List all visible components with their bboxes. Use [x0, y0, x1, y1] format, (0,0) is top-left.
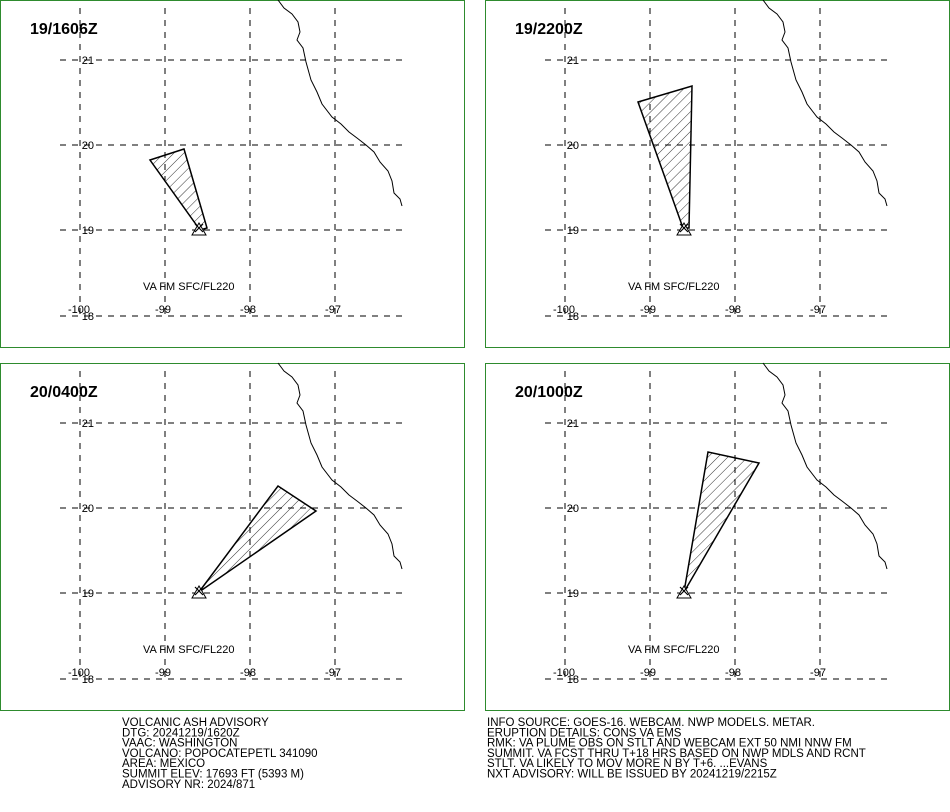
lon-label: -98 — [240, 667, 256, 679]
ash-plume — [683, 451, 761, 593]
valid-time: 20/0400Z — [30, 384, 98, 401]
lat-label: 20 — [82, 140, 94, 152]
coastline — [762, 362, 888, 570]
map-panel: 19/1606Z 21 20 19 18-100 -99 -98 -97 VA FM SFC/F… — [0, 0, 465, 348]
lon-label: -98 — [725, 304, 741, 316]
lon-label: -99 — [155, 667, 171, 679]
lon-label: -98 — [240, 304, 256, 316]
advisory-line: RMK: VA PLUME OBS ON STLT AND WEBCAM EXT… — [487, 738, 852, 750]
volcano-mark — [194, 586, 204, 596]
lat-label: 21 — [567, 418, 579, 430]
lat-label: 18 — [567, 311, 579, 323]
advisory-line: SUMMIT ELEV: 17693 FT (5393 M) — [122, 769, 304, 781]
lon-label: -97 — [810, 667, 826, 679]
coastline — [762, 0, 888, 207]
panel-border — [0, 363, 465, 711]
advisory-line: VAAC: WASHINGTON — [122, 738, 237, 750]
advisory-line: NXT ADVISORY: WILL BE ISSUED BY 20241219… — [487, 769, 777, 781]
valid-time: 19/1606Z — [30, 21, 98, 38]
lat-label: 20 — [82, 503, 94, 515]
panel-border — [485, 363, 950, 711]
lon-label: -100 — [68, 667, 90, 679]
volcano-mark — [194, 223, 204, 233]
map-panel: 20/1000Z 21 20 19 18-100 -99 -98 -97 VA FM SFC/F… — [485, 362, 950, 711]
flight-level: VA FM SFC/FL220 — [628, 281, 720, 293]
lat-label: 20 — [567, 140, 579, 152]
lat-label: 18 — [82, 311, 94, 323]
lat-label: 21 — [82, 418, 94, 430]
lon-label: -99 — [640, 304, 656, 316]
advisory-line: AREA: MEXICO — [122, 758, 205, 770]
lat-label: 18 — [82, 674, 94, 686]
lon-label: -97 — [325, 304, 341, 316]
lon-label: -99 — [640, 667, 656, 679]
lon-label: -97 — [325, 667, 341, 679]
flight-level: VA FM SFC/FL220 — [143, 644, 235, 656]
lat-label: 20 — [567, 503, 579, 515]
lat-label: 19 — [82, 588, 94, 600]
volcano-mark — [679, 223, 689, 233]
flight-level: VA FM SFC/FL220 — [628, 644, 720, 656]
coastline — [277, 0, 403, 207]
ash-plume — [198, 484, 318, 593]
advisory-line: INFO SOURCE: GOES-16. WEBCAM. NWP MODELS… — [487, 717, 815, 729]
lat-label: 19 — [567, 588, 579, 600]
volcano-mark — [679, 586, 689, 596]
lat-label: 21 — [82, 55, 94, 67]
advisory-line: ERUPTION DETAILS: CONS VA EMS — [487, 727, 682, 739]
valid-time: 20/1000Z — [515, 384, 583, 401]
lon-label: -98 — [725, 667, 741, 679]
lat-label: 19 — [567, 225, 579, 237]
ash-plume — [637, 84, 693, 229]
lon-label: -97 — [810, 304, 826, 316]
valid-time: 19/2200Z — [515, 21, 583, 38]
lat-label: 21 — [567, 55, 579, 67]
lon-label: -100 — [68, 304, 90, 316]
advisory-line: VOLCANIC ASH ADVISORY — [122, 717, 269, 729]
lat-label: 19 — [82, 225, 94, 237]
advisory-line: STLT. VA LIKELY TO MOV MORE N BY T+6. ..… — [487, 758, 768, 770]
lon-label: -99 — [155, 304, 171, 316]
map-panel: 19/2200Z 21 20 19 18-100 -99 -98 -97 VA FM SFC/F… — [485, 0, 950, 348]
advisory-line: SUMMIT. VA FCST THRU T+18 HRS BASED ON N… — [487, 748, 866, 760]
advisory-line: VOLCANO: POPOCATEPETL 341090 — [122, 748, 318, 760]
ash-plume — [148, 148, 208, 231]
advisory-line: ADVISORY NR: 2024/871 — [122, 779, 255, 791]
lat-label: 18 — [567, 674, 579, 686]
advisory-line: DTG: 20241219/1620Z — [122, 727, 240, 739]
panel-border — [0, 0, 465, 348]
lon-label: -100 — [553, 304, 575, 316]
panel-border — [485, 0, 950, 348]
flight-level: VA FM SFC/FL220 — [143, 281, 235, 293]
lon-label: -100 — [553, 667, 575, 679]
map-panel: 20/0400Z 21 20 19 18-100 -99 -98 -97 VA FM SFC/F… — [0, 362, 465, 711]
coastline — [277, 362, 403, 570]
